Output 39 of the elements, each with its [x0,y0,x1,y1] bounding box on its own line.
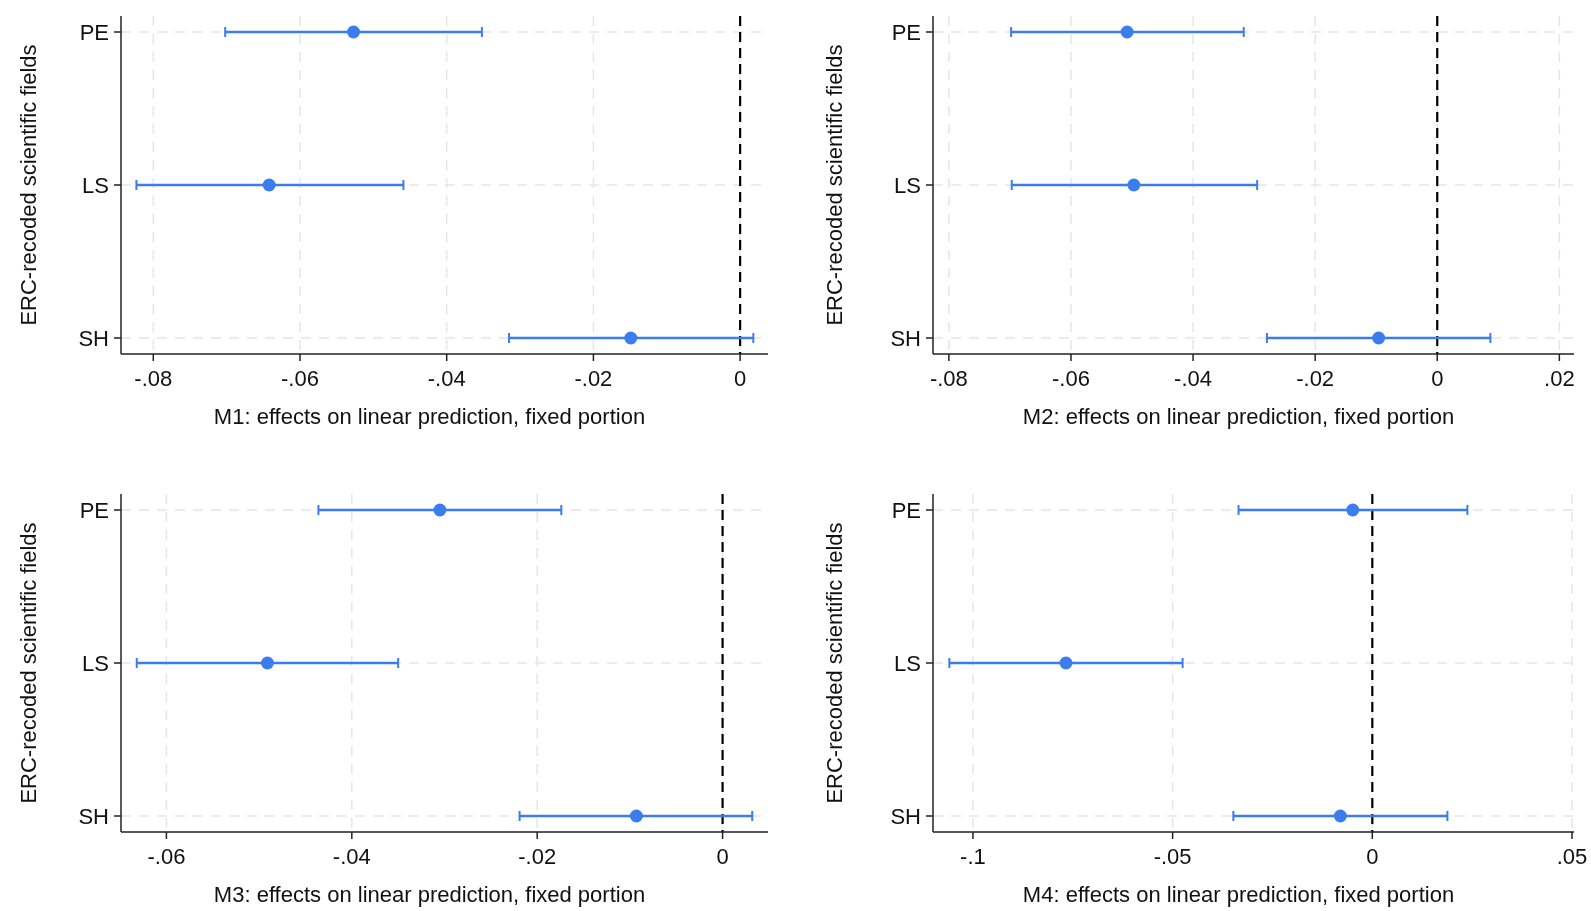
x-tick-label: -.05 [1153,844,1192,869]
x-tick-label: -.04 [332,844,371,869]
x-tick-label: -.02 [518,844,557,869]
x-axis-title: M2: effects on linear prediction, fixed portion [1022,404,1455,429]
x-tick-label: .05 [1556,844,1588,869]
x-tick-label: -.02 [1296,366,1335,391]
x-axis-title: M3: effects on linear prediction, fixed portion [213,882,646,907]
y-tick-label: LS [82,173,109,198]
x-tick-label: -.06 [1052,366,1090,391]
x-tick-label: -.04 [427,366,466,391]
y-axis-title: ERC-recoded scientific fields [822,522,847,804]
y-axis-title: ERC-recoded scientific fields [16,522,41,804]
x-axis-title: M1: effects on linear prediction, fixed portion [213,404,646,429]
y-tick-label: PE [79,498,109,523]
y-tick-label: LS [894,173,921,198]
y-tick-label: PE [891,498,921,523]
x-tick-label: -.06 [281,366,319,391]
y-tick-label: LS [894,651,921,676]
y-axis-title: ERC-recoded scientific fields [822,44,847,326]
x-axis-title: M4: effects on linear prediction, fixed portion [1022,882,1455,907]
y-tick-label: SH [78,326,109,351]
x-tick-label: 0 [1366,844,1379,869]
x-tick-label: -.06 [147,844,186,869]
x-tick-label: 0 [716,844,729,869]
x-tick-label: -.08 [929,366,968,391]
x-tick-label: 0 [734,366,747,391]
x-tick-label: -.08 [134,366,173,391]
y-tick-label: PE [891,20,921,45]
y-axis-title: ERC-recoded scientific fields [16,44,41,326]
y-tick-label: SH [78,804,109,829]
x-tick-label: -.1 [960,844,986,869]
y-tick-label: SH [890,326,921,351]
y-tick-label: SH [890,804,921,829]
x-tick-label: -.02 [574,366,613,391]
y-tick-label: PE [79,20,109,45]
y-tick-label: LS [82,651,109,676]
x-tick-label: 0 [1431,366,1444,391]
x-tick-label: -.04 [1174,366,1213,391]
x-tick-label: .02 [1544,366,1575,391]
